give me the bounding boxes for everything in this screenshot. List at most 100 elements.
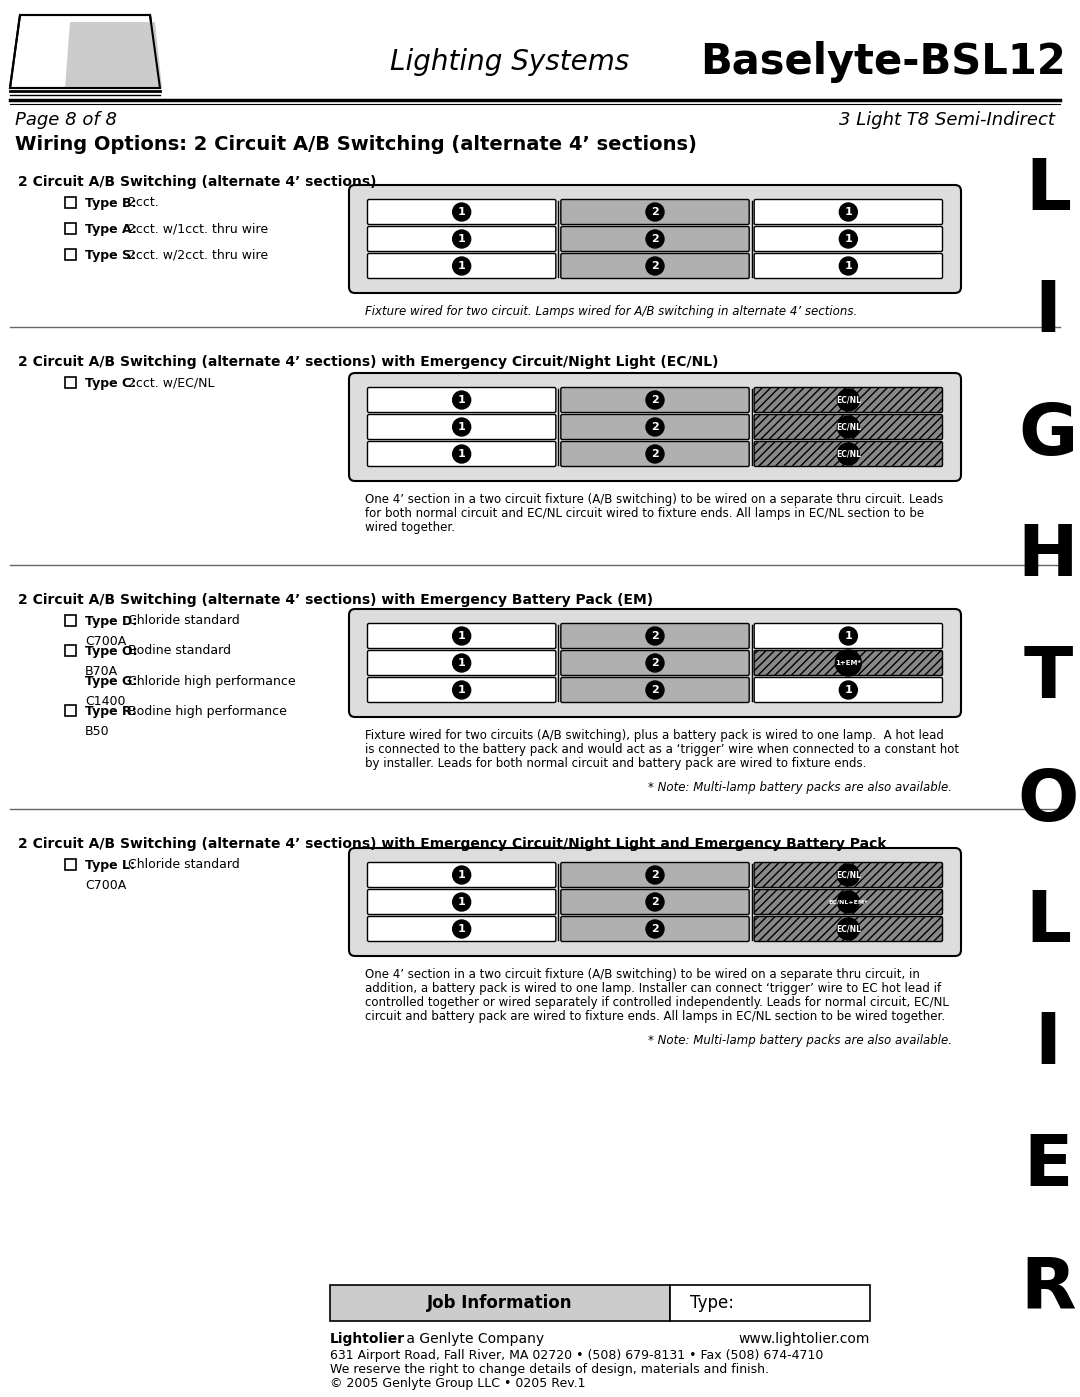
FancyBboxPatch shape: [754, 623, 943, 648]
FancyBboxPatch shape: [561, 200, 750, 225]
Text: 2: 2: [651, 685, 659, 694]
Text: Type O:: Type O:: [85, 644, 137, 658]
Text: Type L:: Type L:: [85, 859, 135, 872]
Circle shape: [839, 627, 858, 645]
Text: 1: 1: [458, 658, 465, 668]
Text: Lighting Systems: Lighting Systems: [390, 47, 638, 75]
Text: 2: 2: [651, 395, 659, 405]
FancyBboxPatch shape: [367, 226, 556, 251]
FancyBboxPatch shape: [754, 415, 943, 440]
FancyBboxPatch shape: [754, 441, 943, 467]
Text: EC/NL+EM*: EC/NL+EM*: [828, 900, 868, 904]
Text: One 4’ section in a two circuit fixture (A/B switching) to be wired on a separat: One 4’ section in a two circuit fixture …: [365, 493, 943, 506]
Circle shape: [837, 388, 860, 411]
Circle shape: [453, 627, 471, 645]
Bar: [65, 645, 76, 657]
Text: B50: B50: [85, 725, 110, 738]
Text: 2: 2: [651, 261, 659, 271]
Circle shape: [453, 418, 471, 436]
Bar: [670, 1285, 870, 1322]
Text: 2 Circuit A/B Switching (alternate 4’ sections): 2 Circuit A/B Switching (alternate 4’ se…: [18, 175, 377, 189]
Circle shape: [646, 391, 664, 409]
Text: Lightolier: Lightolier: [330, 1331, 405, 1345]
Text: * Note: Multi-lamp battery packs are also available.: * Note: Multi-lamp battery packs are als…: [648, 1034, 951, 1046]
FancyBboxPatch shape: [349, 609, 961, 717]
Text: wired together.: wired together.: [365, 521, 455, 534]
Bar: [330, 1285, 670, 1322]
Circle shape: [453, 446, 471, 462]
Text: 2: 2: [651, 658, 659, 668]
Text: 1: 1: [458, 207, 465, 217]
Text: 2cct. w/1cct. thru wire: 2cct. w/1cct. thru wire: [124, 222, 268, 236]
FancyBboxPatch shape: [754, 678, 943, 703]
Circle shape: [646, 866, 664, 884]
Text: 1: 1: [458, 631, 465, 641]
Bar: [65, 615, 76, 626]
Text: 1: 1: [845, 235, 852, 244]
FancyBboxPatch shape: [561, 226, 750, 251]
Circle shape: [839, 257, 858, 275]
Text: H: H: [1017, 522, 1078, 591]
FancyBboxPatch shape: [367, 387, 556, 412]
Text: I: I: [1035, 1010, 1062, 1080]
Circle shape: [646, 446, 664, 462]
FancyBboxPatch shape: [367, 678, 556, 703]
Text: 631 Airport Road, Fall River, MA 02720 • (508) 679-8131 • Fax (508) 674-4710: 631 Airport Road, Fall River, MA 02720 •…: [330, 1348, 823, 1362]
FancyBboxPatch shape: [561, 623, 750, 648]
Circle shape: [837, 863, 860, 886]
Text: T: T: [1024, 644, 1072, 714]
FancyBboxPatch shape: [754, 916, 943, 942]
Text: EC/NL: EC/NL: [836, 450, 861, 458]
Text: C700A: C700A: [85, 636, 126, 648]
Text: Bodine standard: Bodine standard: [124, 644, 231, 658]
Circle shape: [839, 203, 858, 221]
Text: 1: 1: [458, 448, 465, 460]
Text: 1: 1: [458, 870, 465, 880]
Text: B70A: B70A: [85, 665, 118, 678]
Text: circuit and battery pack are wired to fixture ends. All lamps in EC/NL section t: circuit and battery pack are wired to fi…: [365, 1010, 945, 1023]
Text: I: I: [1035, 278, 1062, 348]
Text: 2: 2: [651, 448, 659, 460]
Text: L: L: [1025, 156, 1071, 225]
Circle shape: [646, 418, 664, 436]
Text: 2cct. w/EC/NL: 2cct. w/EC/NL: [124, 377, 215, 390]
Text: by installer. Leads for both normal circuit and battery pack are wired to fixtur: by installer. Leads for both normal circ…: [365, 757, 866, 770]
Circle shape: [646, 203, 664, 221]
Circle shape: [646, 257, 664, 275]
Text: 1: 1: [458, 235, 465, 244]
Circle shape: [453, 680, 471, 698]
Bar: [65, 705, 76, 717]
Circle shape: [837, 891, 860, 914]
Circle shape: [453, 921, 471, 937]
Text: Chloride standard: Chloride standard: [124, 859, 240, 872]
Text: a Genlyte Company: a Genlyte Company: [402, 1331, 544, 1345]
FancyBboxPatch shape: [367, 253, 556, 278]
Text: EC/NL: EC/NL: [836, 422, 861, 432]
FancyBboxPatch shape: [367, 415, 556, 440]
Text: 2: 2: [651, 422, 659, 432]
Circle shape: [835, 650, 862, 676]
Circle shape: [646, 627, 664, 645]
Text: controlled together or wired separately if controlled independently. Leads for n: controlled together or wired separately …: [365, 996, 949, 1009]
Text: EC/NL: EC/NL: [836, 925, 861, 933]
Text: 2 Circuit A/B Switching (alternate 4’ sections) with Emergency Circuit/Night Lig: 2 Circuit A/B Switching (alternate 4’ se…: [18, 355, 718, 369]
Text: C700A: C700A: [85, 879, 126, 893]
FancyBboxPatch shape: [561, 862, 750, 887]
Text: Fixture wired for two circuit. Lamps wired for A/B switching in alternate 4’ sec: Fixture wired for two circuit. Lamps wir…: [365, 305, 858, 319]
FancyBboxPatch shape: [561, 253, 750, 278]
Circle shape: [453, 866, 471, 884]
Text: O: O: [1017, 767, 1079, 835]
FancyBboxPatch shape: [754, 862, 943, 887]
Circle shape: [453, 654, 471, 672]
FancyBboxPatch shape: [367, 200, 556, 225]
FancyBboxPatch shape: [367, 916, 556, 942]
Text: G: G: [1018, 401, 1078, 469]
Text: Job Information: Job Information: [428, 1294, 572, 1312]
Text: 2: 2: [651, 235, 659, 244]
Circle shape: [646, 921, 664, 937]
Text: We reserve the right to change details of design, materials and finish.: We reserve the right to change details o…: [330, 1362, 769, 1376]
Text: 2cct.: 2cct.: [124, 197, 159, 210]
Text: * Note: Multi-lamp battery packs are also available.: * Note: Multi-lamp battery packs are als…: [648, 781, 951, 793]
Text: L: L: [1025, 888, 1071, 957]
FancyBboxPatch shape: [367, 890, 556, 915]
